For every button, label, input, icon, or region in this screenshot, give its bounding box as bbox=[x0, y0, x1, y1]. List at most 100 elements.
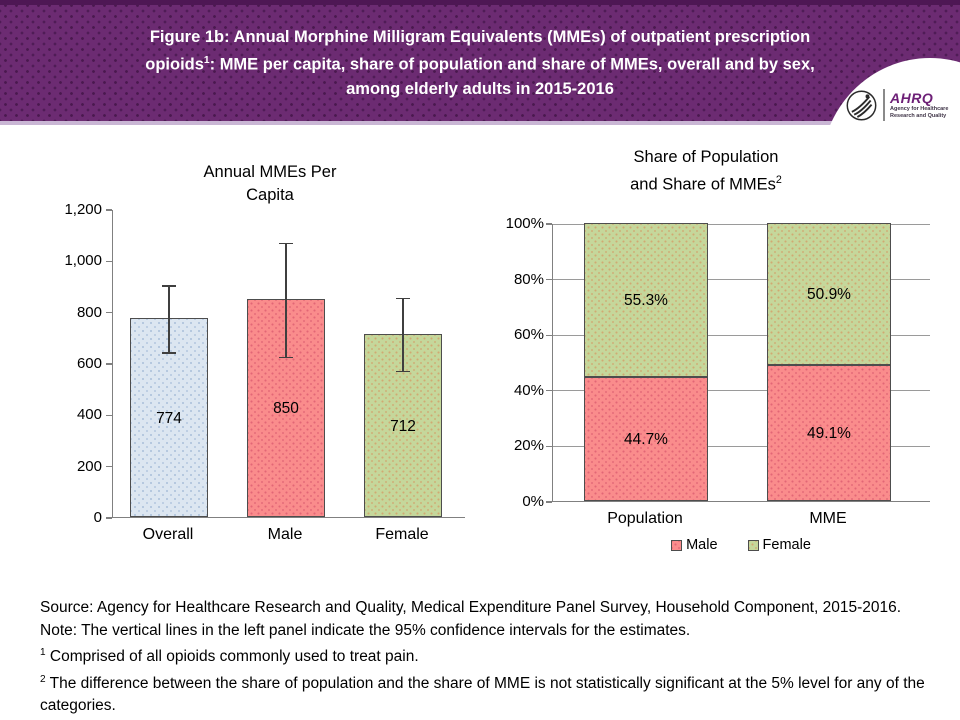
footnote-2: 2 The difference between the share of po… bbox=[40, 669, 932, 718]
segment-value-label: 49.1% bbox=[807, 424, 851, 442]
right-chart-title-superscript: 2 bbox=[775, 174, 782, 186]
y-tick-mark bbox=[546, 334, 552, 336]
figure-title-line3: among elderly adults in 2015-2016 bbox=[346, 79, 614, 98]
figure-title-line2: opioids1: MME per capita, share of popul… bbox=[60, 49, 900, 77]
y-tick-mark bbox=[546, 390, 552, 392]
right-chart-title-line2-pre: and Share of MMEs bbox=[630, 175, 776, 194]
left-chart-title-line2: Capita bbox=[246, 186, 294, 204]
figure-title-line2-pre: opioids bbox=[145, 55, 204, 74]
y-tick-mark bbox=[546, 223, 552, 225]
gridline bbox=[553, 334, 930, 336]
bar-female bbox=[364, 334, 442, 517]
left-plot-area: 774 850 712 bbox=[106, 209, 465, 519]
right-chart-title-line1: Share of Population bbox=[633, 148, 779, 166]
right-y-axis-labels: 0% 20% 40% 60% 80% 100% bbox=[478, 215, 544, 510]
error-bar-cap-top bbox=[396, 297, 410, 300]
error-bar-cap-top bbox=[279, 242, 293, 245]
error-bar-cap-top bbox=[162, 284, 176, 287]
y-tick-label: 800 bbox=[76, 303, 102, 321]
segment-value-label: 55.3% bbox=[624, 291, 668, 309]
ahrq-logo: AHRQ Agency for Healthcare Research and … bbox=[845, 86, 957, 124]
y-tick-label: 40% bbox=[513, 381, 544, 399]
gridline bbox=[553, 279, 930, 281]
x-category-label: Overall bbox=[142, 526, 194, 543]
figure-title-superscript: 1 bbox=[203, 55, 210, 66]
legend-swatch-male bbox=[671, 539, 683, 551]
ahrq-tagline-line2: Research and Quality bbox=[890, 112, 947, 119]
right-chart-title: Share of Population and Share of MMEs2 bbox=[531, 146, 881, 197]
figure-title-line1: Figure 1b: Annual Morphine Milligram Equ… bbox=[149, 28, 811, 46]
ahrq-tagline-line1: Agency for Healthcare bbox=[890, 106, 949, 112]
segment-female-population bbox=[584, 223, 708, 377]
left-x-axis-labels: Overall Male Female bbox=[112, 526, 465, 546]
x-category-label: Male bbox=[267, 526, 303, 543]
y-tick-label: 0 bbox=[93, 509, 102, 526]
segment-value-label: 50.9% bbox=[807, 285, 851, 303]
hhs-eagle-icon bbox=[846, 90, 877, 120]
y-tick-mark bbox=[106, 517, 112, 519]
y-tick-label: 1,000 bbox=[64, 252, 102, 270]
footnote-2-text: The difference between the share of popu… bbox=[40, 674, 925, 715]
error-bar-cap-bottom bbox=[162, 352, 176, 354]
left-chart-title-line1: Annual MMEs Per bbox=[203, 163, 337, 181]
legend-item-male: Male bbox=[671, 537, 718, 553]
bar-value-label: 850 bbox=[273, 400, 299, 417]
header-band: Figure 1b: Annual Morphine Milligram Equ… bbox=[0, 0, 960, 125]
left-y-axis-labels: 0 200 400 600 800 1,000 1,200 bbox=[30, 201, 102, 526]
y-tick-mark bbox=[546, 501, 552, 503]
segment-male-mme bbox=[767, 364, 891, 501]
y-tick-label: 200 bbox=[76, 457, 102, 475]
gridline bbox=[553, 390, 930, 392]
footnote-1-superscript: 1 bbox=[40, 647, 46, 658]
legend-label-female: Female bbox=[762, 537, 811, 553]
y-tick-mark bbox=[106, 260, 112, 262]
y-tick-label: 600 bbox=[76, 355, 102, 372]
y-tick-mark bbox=[106, 312, 112, 314]
right-chart-title-line2: and Share of MMEs2 bbox=[531, 169, 881, 197]
figure-title: Figure 1b: Annual Morphine Milligram Equ… bbox=[60, 25, 900, 101]
segment-female-mme bbox=[767, 223, 891, 365]
legend-swatch-female bbox=[747, 539, 759, 551]
legend-label-male: Male bbox=[686, 537, 718, 553]
figure-title-line2-post: : MME per capita, share of population an… bbox=[209, 55, 815, 74]
y-tick-label: 80% bbox=[513, 270, 544, 288]
ahrq-acronym: AHRQ bbox=[890, 90, 934, 106]
bar-value-label: 712 bbox=[390, 418, 416, 435]
footnote-2-superscript: 2 bbox=[40, 673, 46, 685]
segment-value-label: 44.7% bbox=[624, 430, 668, 448]
legend: Male Female bbox=[552, 537, 930, 553]
y-tick-label: 400 bbox=[76, 406, 102, 424]
footnote-1-text: Comprised of all opioids commonly used t… bbox=[45, 648, 419, 666]
error-bar bbox=[168, 285, 170, 353]
error-bar-cap-bottom bbox=[279, 356, 293, 359]
segment-male-population bbox=[584, 376, 708, 501]
legend-item-female: Female bbox=[747, 537, 811, 553]
ahrq-tagline: Agency for Healthcare Research and Quali… bbox=[890, 106, 948, 119]
y-tick-mark bbox=[106, 209, 112, 211]
y-tick-mark bbox=[106, 466, 112, 468]
y-tick-mark bbox=[106, 414, 112, 416]
footer-notes: Source: Agency for Healthcare Research a… bbox=[40, 597, 932, 718]
logo-text: AHRQ Agency for Healthcare Research and … bbox=[890, 91, 948, 119]
gridline bbox=[553, 223, 930, 225]
footnote-1: 1 Comprised of all opioids commonly used… bbox=[40, 642, 932, 669]
left-chart-title: Annual MMEs Per Capita bbox=[95, 161, 445, 207]
y-tick-mark bbox=[546, 445, 552, 447]
y-tick-mark bbox=[546, 279, 552, 281]
y-tick-label: 100% bbox=[505, 215, 544, 232]
right-x-axis-labels: Population MME bbox=[552, 510, 930, 530]
source-note: Source: Agency for Healthcare Research a… bbox=[40, 599, 902, 616]
x-category-label: Female bbox=[375, 526, 429, 543]
x-category-label: Population bbox=[607, 510, 683, 527]
ci-note: Note: The vertical lines in the left pan… bbox=[40, 621, 691, 639]
header-top-stripe bbox=[0, 0, 960, 5]
y-tick-label: 1,200 bbox=[64, 201, 102, 218]
error-bar bbox=[285, 243, 287, 358]
y-tick-mark bbox=[106, 363, 112, 365]
error-bar-cap-bottom bbox=[396, 370, 410, 373]
x-category-label: MME bbox=[809, 510, 847, 527]
right-plot-area: 44.7% 55.3% 49.1% 50.9% bbox=[546, 223, 930, 503]
y-tick-label: 0% bbox=[522, 493, 544, 510]
error-bar bbox=[402, 298, 404, 372]
y-tick-label: 60% bbox=[513, 326, 544, 344]
